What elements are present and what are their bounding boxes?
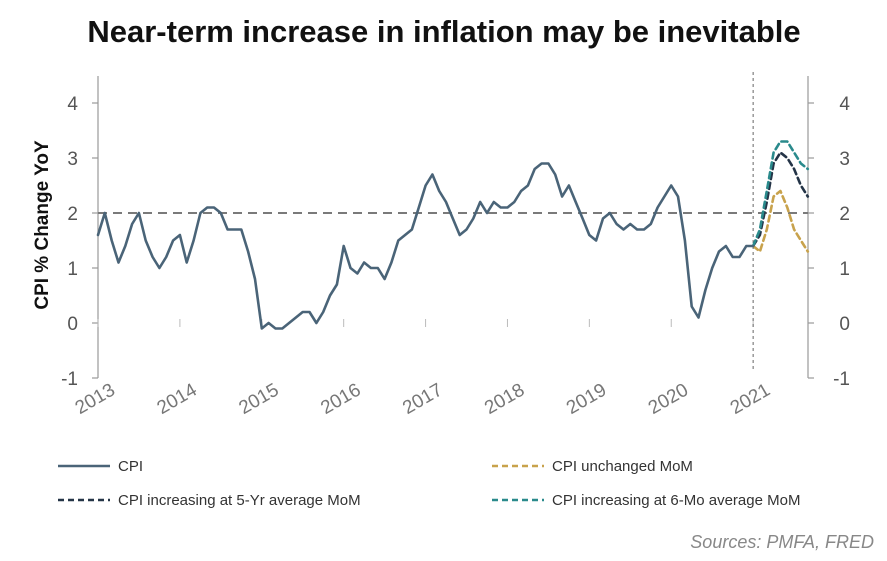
left-tick-label: 2 [67,204,78,225]
x-tick-label: 2015 [235,380,282,419]
x-tick-label: 2016 [317,380,364,419]
x-tick-label: 2018 [481,380,528,419]
source-note: Sources: PMFA, FRED [690,532,874,552]
left-tick-label: 0 [67,314,78,335]
series-lines [96,140,810,330]
x-tick-label: 2019 [563,380,610,419]
legend-label: CPI [118,458,143,475]
right-tick-label: 2 [839,204,850,225]
x-tick-label: 2017 [399,380,446,419]
legend-label: CPI increasing at 6-Mo average MoM [552,492,800,509]
x-tick-label: 2021 [727,380,774,419]
left-tick-label: 1 [67,259,78,280]
series-line-2 [751,151,810,248]
right-tick-label: -1 [833,369,850,390]
x-tick-label: 2014 [154,379,201,419]
x-tick-label: 2013 [72,380,119,419]
left-tick-label: 4 [67,94,78,115]
left-tick-label: 3 [67,149,78,170]
legend-label: CPI unchanged MoM [552,458,693,475]
series-line-1 [751,189,810,253]
right-axis: -1 0 1 2 3 4 [807,76,850,390]
series-line-0 [96,162,755,330]
right-tick-label: 1 [839,259,850,280]
left-axis: -1 0 1 2 3 4 [61,76,99,390]
chart-title: Near-term increase in inflation may be i… [87,14,800,49]
x-tick-label: 2020 [645,380,692,419]
legend-label: CPI increasing at 5-Yr average MoM [118,492,361,509]
x-axis: 2013 2014 2015 2016 2017 2018 2019 2020 2021 [72,319,774,419]
y-axis-label: CPI % Change YoY [32,140,53,310]
legend: CPI CPI unchanged MoM CPI increasing at 5-… [58,458,800,509]
right-tick-label: 0 [839,314,850,335]
left-tick-label: -1 [61,369,78,390]
right-tick-label: 3 [839,149,850,170]
series-line-3 [751,140,810,248]
right-tick-label: 4 [839,94,850,115]
